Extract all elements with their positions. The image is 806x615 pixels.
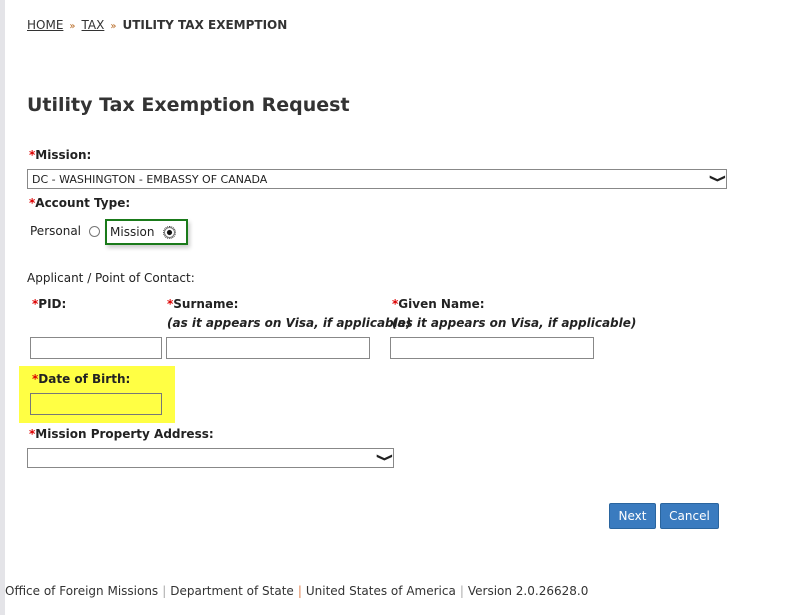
applicant-heading: Applicant / Point of Contact: bbox=[27, 271, 195, 285]
mission-label: *Mission: bbox=[29, 148, 92, 162]
breadcrumb: HOME » TAX » UTILITY TAX EXEMPTION bbox=[27, 18, 287, 32]
mission-radio[interactable] bbox=[163, 226, 177, 239]
surname-visa-note: (as it appears on Visa, if applicable) bbox=[167, 316, 412, 330]
dob-input[interactable] bbox=[30, 393, 162, 415]
account-type-label: *Account Type: bbox=[29, 196, 131, 210]
page-title: Utility Tax Exemption Request bbox=[27, 94, 350, 116]
given-name-visa-note: (as it appears on Visa, if applicable) bbox=[392, 316, 637, 330]
given-name-input[interactable] bbox=[390, 337, 594, 359]
pid-label: *PID: bbox=[32, 297, 67, 311]
personal-radio[interactable] bbox=[88, 226, 100, 237]
property-address-select[interactable]: ❯ bbox=[27, 448, 394, 468]
mission-value: DC - WASHINGTON - EMBASSY OF CANADA bbox=[32, 173, 268, 186]
pid-input[interactable] bbox=[30, 337, 162, 359]
surname-label: *Surname: bbox=[167, 297, 239, 311]
given-name-label: *Given Name: bbox=[392, 297, 485, 311]
chevron-down-icon: ❯ bbox=[709, 173, 728, 184]
mission-option-label: Mission bbox=[110, 225, 155, 239]
footer-usa: United States of America bbox=[305, 584, 456, 598]
footer: Office of Foreign Missions | Department of… bbox=[5, 584, 589, 598]
breadcrumb-separator: » bbox=[110, 21, 117, 32]
personal-label: Personal bbox=[30, 224, 82, 238]
breadcrumb-current: UTILITY TAX EXEMPTION bbox=[122, 18, 288, 32]
mission-radio-option[interactable]: Mission bbox=[105, 219, 188, 245]
next-button[interactable]: Next bbox=[609, 503, 656, 529]
chevron-down-icon: ❯ bbox=[376, 452, 395, 463]
dob-label: *Date of Birth: bbox=[32, 372, 131, 386]
property-address-label: *Mission Property Address: bbox=[29, 427, 214, 441]
breadcrumb-tax[interactable]: TAX bbox=[81, 18, 105, 32]
left-edge bbox=[0, 0, 5, 615]
mission-select[interactable]: DC - WASHINGTON - EMBASSY OF CANADA ❯ bbox=[27, 169, 727, 189]
footer-version: Version 2.0.26628.0 bbox=[467, 584, 589, 598]
breadcrumb-separator: » bbox=[69, 21, 76, 32]
account-type-radio-group: Personal bbox=[30, 224, 100, 238]
footer-ofm: Office of Foreign Missions bbox=[5, 584, 159, 598]
surname-input[interactable] bbox=[166, 337, 370, 359]
breadcrumb-home[interactable]: HOME bbox=[27, 18, 64, 32]
cancel-button[interactable]: Cancel bbox=[660, 503, 719, 529]
footer-dos: Department of State bbox=[170, 584, 294, 598]
